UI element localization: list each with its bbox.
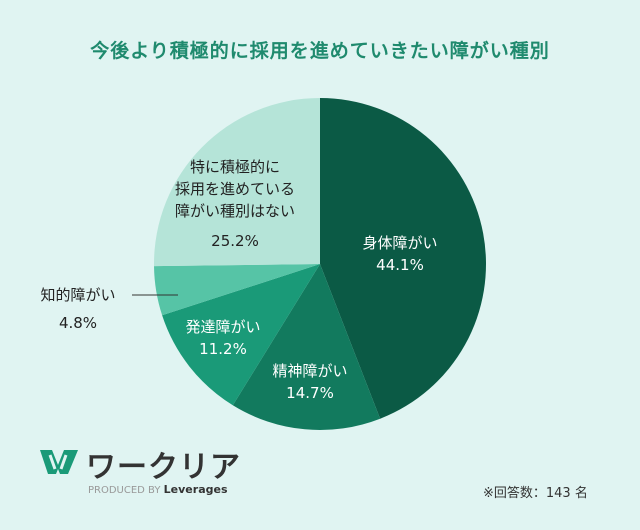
slice-label-mental: 精神障がい 14.7%	[250, 360, 370, 404]
pie-slice-3	[154, 264, 320, 316]
label-text: 採用を進めている	[174, 180, 295, 198]
slice-label-intellectual: 知的障がい 4.8%	[28, 284, 128, 334]
chart-title: 今後より積極的に採用を進めていきたい障がい種別	[90, 40, 550, 62]
label-text: 障がい種別はない	[174, 202, 295, 220]
value-text: 4.8%	[58, 314, 98, 332]
value-text: 44.1%	[376, 256, 424, 274]
pie-slice-4	[153, 98, 320, 267]
label-text: 身体障がい	[362, 234, 438, 252]
slice-label-physical: 身体障がい 44.1%	[340, 232, 460, 276]
company-name: Leverages	[163, 483, 228, 496]
pie-slice-2	[162, 264, 320, 406]
slice-label-developmental: 発達障がい 11.2%	[168, 316, 278, 360]
label-text: 精神障がい	[272, 362, 348, 380]
label-text: 特に積極的に	[189, 158, 280, 176]
slice-label-none: 特に積極的に 採用を進めている 障がい種別はない 25.2%	[160, 156, 310, 252]
value-text: 11.2%	[199, 340, 247, 358]
produced-by: PRODUCED BY Leverages	[88, 483, 228, 496]
pie-slice-0	[320, 98, 486, 419]
label-text: 知的障がい	[40, 286, 116, 304]
pie-slice-1	[232, 264, 381, 430]
label-text: 発達障がい	[185, 318, 261, 336]
brand-name: ワークリア	[86, 450, 241, 485]
value-text: 14.7%	[286, 384, 334, 402]
workleap-logo-icon	[40, 450, 78, 474]
respondent-note: ※回答数：143 名	[483, 486, 588, 501]
value-text: 25.2%	[211, 232, 259, 250]
produced-by-text: PRODUCED BY	[88, 485, 161, 496]
